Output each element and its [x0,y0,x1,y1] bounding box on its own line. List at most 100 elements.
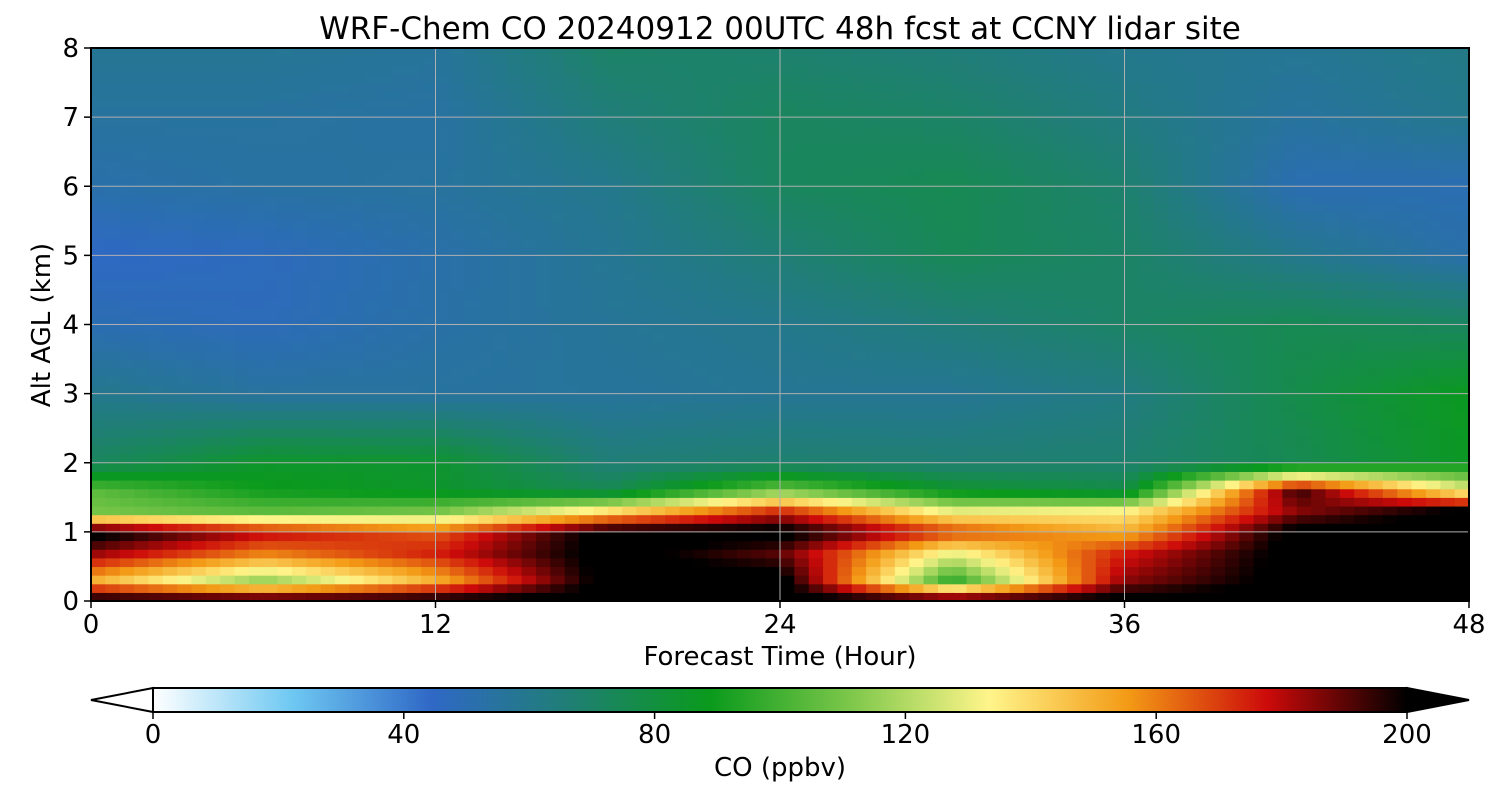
heatmap-cell [722,324,738,334]
heatmap-cell [492,376,508,386]
heatmap-cell [449,523,465,533]
heatmap-cell [679,238,695,248]
heatmap-cell [837,238,853,248]
heatmap-cell [837,56,853,66]
heatmap-cell [880,592,896,601]
heatmap-cell [693,160,709,170]
heatmap-cell [1153,281,1169,291]
heatmap-cell [1038,168,1054,179]
heatmap-cell [952,393,968,403]
heatmap-cell [306,298,322,308]
heatmap-cell [363,410,379,421]
heatmap-cell [1095,134,1111,144]
heatmap-cell [794,151,810,161]
heatmap-cell [923,48,939,58]
heatmap-cell [1009,220,1025,231]
heatmap-cell [1167,307,1183,317]
heatmap-cell [837,298,853,308]
heatmap-cell [162,168,178,179]
heatmap-cell [880,229,896,239]
heatmap-cell [105,151,121,161]
heatmap-cell [679,143,695,153]
heatmap-cell [263,428,279,438]
heatmap-cell [134,272,150,282]
heatmap-cell [693,480,709,490]
heatmap-cell [162,264,178,274]
heatmap-cell [406,428,422,438]
heatmap-cell [923,557,939,568]
heatmap-cell [966,531,982,542]
heatmap-cell [708,402,724,412]
heatmap-cell [1095,384,1111,395]
heatmap-cell [1095,531,1111,542]
heatmap-cell [148,531,164,542]
heatmap-cell [248,497,264,507]
heatmap-cell [593,65,609,75]
heatmap-cell [650,367,666,377]
heatmap-cell [392,99,408,110]
heatmap-cell [248,428,264,438]
heatmap-cell [952,341,968,352]
heatmap-cell [708,384,724,395]
heatmap-cell [736,315,752,326]
heatmap-cell [880,65,896,75]
heatmap-cell [291,229,307,239]
heatmap-cell [291,82,307,92]
heatmap-cell [650,480,666,490]
heatmap-cell [449,117,465,127]
heatmap-cell [1081,229,1097,239]
heatmap-cell [894,229,910,239]
heatmap-cell [808,48,824,58]
heatmap-cell [492,264,508,274]
heatmap-cell [708,125,724,136]
heatmap-cell [119,289,135,300]
heatmap-cell [952,419,968,429]
heatmap-cell [1124,177,1140,187]
heatmap-cell [134,289,150,300]
heatmap-cell [564,238,580,248]
heatmap-cell [478,566,494,576]
heatmap-cell [220,488,236,498]
heatmap-cell [535,56,551,66]
heatmap-cell [435,73,451,84]
heatmap-cell [679,194,695,205]
heatmap-cell [277,350,293,360]
heatmap-cell [736,186,752,196]
heatmap-cell [1038,557,1054,568]
heatmap-cell [148,436,164,447]
heatmap-cell [1196,108,1212,118]
heatmap-cell [363,445,379,455]
heatmap-cell [650,428,666,438]
heatmap-cell [1138,203,1154,213]
heatmap-cell [952,246,968,256]
heatmap-cell [507,108,523,118]
heatmap-cell [679,82,695,92]
heatmap-cell [909,168,925,179]
heatmap-cell [464,592,480,601]
heatmap-cell [205,220,221,231]
heatmap-cell [1196,117,1212,127]
heatmap-cell [1081,212,1097,222]
heatmap-cell [851,281,867,291]
heatmap-cell [464,359,480,369]
heatmap-cell [679,592,695,601]
heatmap-cell [535,557,551,568]
heatmap-cell [880,393,896,403]
heatmap-cell [679,272,695,282]
heatmap-cell [1124,333,1140,343]
heatmap-cell [464,48,480,58]
heatmap-cell [1067,255,1083,265]
heatmap-cell [1038,523,1054,533]
heatmap-cell [220,177,236,187]
heatmap-cell [923,160,939,170]
heatmap-cell [119,393,135,403]
heatmap-cell [320,462,336,472]
heatmap-cell [980,73,996,84]
heatmap-cell [866,255,882,265]
heatmap-cell [349,497,365,507]
heatmap-cell [306,514,322,524]
heatmap-cell [650,497,666,507]
heatmap-cell [392,315,408,326]
heatmap-cell [823,549,839,559]
heatmap-cell [1196,298,1212,308]
